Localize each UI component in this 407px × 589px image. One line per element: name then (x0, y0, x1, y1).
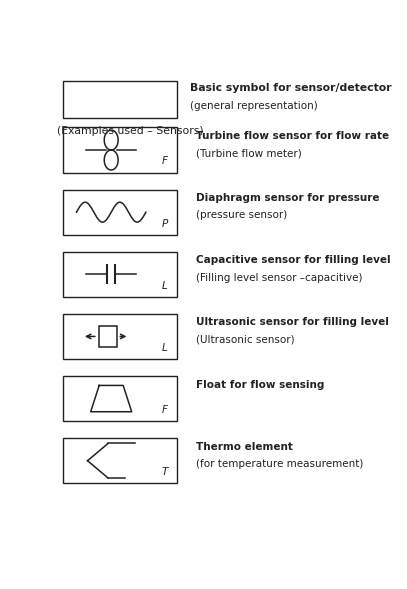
Text: Turbine flow sensor for flow rate: Turbine flow sensor for flow rate (196, 131, 389, 141)
Text: (Filling level sensor –capacitive): (Filling level sensor –capacitive) (196, 273, 363, 283)
Text: (Examples used – Sensors): (Examples used – Sensors) (57, 126, 204, 136)
Text: P: P (161, 219, 168, 229)
Bar (63, 376, 177, 421)
Text: L: L (162, 280, 167, 290)
Text: Ultrasonic sensor for filling level: Ultrasonic sensor for filling level (196, 317, 389, 327)
Text: (pressure sensor): (pressure sensor) (196, 210, 287, 220)
Text: (Ultrasonic sensor): (Ultrasonic sensor) (196, 335, 295, 345)
Text: Thermo element: Thermo element (196, 442, 293, 452)
Text: Diaphragm sensor for pressure: Diaphragm sensor for pressure (196, 193, 379, 203)
Bar (63, 190, 177, 235)
Text: T: T (161, 467, 168, 477)
Text: (for temperature measurement): (for temperature measurement) (196, 459, 363, 469)
Text: Capacitive sensor for filling level: Capacitive sensor for filling level (196, 255, 391, 265)
Text: Basic symbol for sensor/detector: Basic symbol for sensor/detector (190, 84, 391, 94)
Bar (63, 438, 177, 484)
Bar (63, 127, 177, 173)
Text: F: F (162, 156, 167, 166)
Bar (63, 252, 177, 297)
Text: F: F (162, 405, 167, 415)
Text: (general representation): (general representation) (190, 101, 317, 111)
Bar (63, 314, 177, 359)
Text: Float for flow sensing: Float for flow sensing (196, 379, 324, 389)
Bar (63, 81, 177, 118)
Text: (Turbine flow meter): (Turbine flow meter) (196, 148, 302, 158)
Text: L: L (162, 343, 167, 353)
